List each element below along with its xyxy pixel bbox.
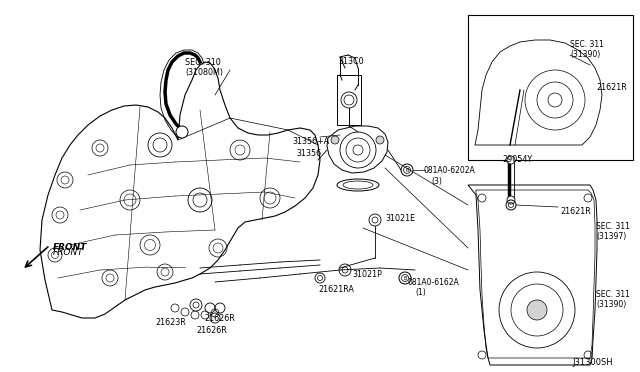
Text: 31356+A: 31356+A <box>292 137 329 146</box>
Text: 31021P: 31021P <box>352 270 382 279</box>
Bar <box>468 15 633 160</box>
Circle shape <box>331 136 339 144</box>
Text: B: B <box>405 167 409 173</box>
Text: (31080M): (31080M) <box>185 68 223 77</box>
Text: 31021E: 31021E <box>385 214 415 223</box>
Circle shape <box>376 136 384 144</box>
Text: SEC. 311: SEC. 311 <box>570 40 604 49</box>
Text: B: B <box>403 276 406 280</box>
Circle shape <box>190 299 202 311</box>
Text: FRONT: FRONT <box>53 244 87 253</box>
Text: J31300SH: J31300SH <box>572 358 612 367</box>
Text: 31356: 31356 <box>296 149 321 158</box>
Text: (31390): (31390) <box>596 300 627 309</box>
Text: 21626R: 21626R <box>204 314 235 323</box>
Text: 21621RA: 21621RA <box>318 285 354 294</box>
Text: 21621R: 21621R <box>560 207 591 216</box>
Text: 081A0-6202A: 081A0-6202A <box>424 166 476 175</box>
Bar <box>337 75 361 125</box>
Circle shape <box>507 196 515 204</box>
Text: (31390): (31390) <box>570 50 600 59</box>
Circle shape <box>527 300 547 320</box>
Text: SEC. 311: SEC. 311 <box>596 222 630 231</box>
Text: (31397): (31397) <box>596 232 627 241</box>
Text: (1): (1) <box>415 288 426 297</box>
Circle shape <box>507 156 515 164</box>
Text: FRONT: FRONT <box>53 248 84 257</box>
Text: 29054Y: 29054Y <box>502 155 532 164</box>
Circle shape <box>176 126 188 138</box>
Text: 21626R: 21626R <box>196 326 227 335</box>
Text: SEC. 310: SEC. 310 <box>185 58 221 67</box>
Text: 21623R: 21623R <box>155 318 186 327</box>
Text: 313C0: 313C0 <box>338 57 364 66</box>
Text: SEC. 311: SEC. 311 <box>596 290 630 299</box>
Text: 21621R: 21621R <box>596 83 627 92</box>
Text: 081A0-6162A: 081A0-6162A <box>408 278 460 287</box>
Text: (3): (3) <box>431 177 442 186</box>
